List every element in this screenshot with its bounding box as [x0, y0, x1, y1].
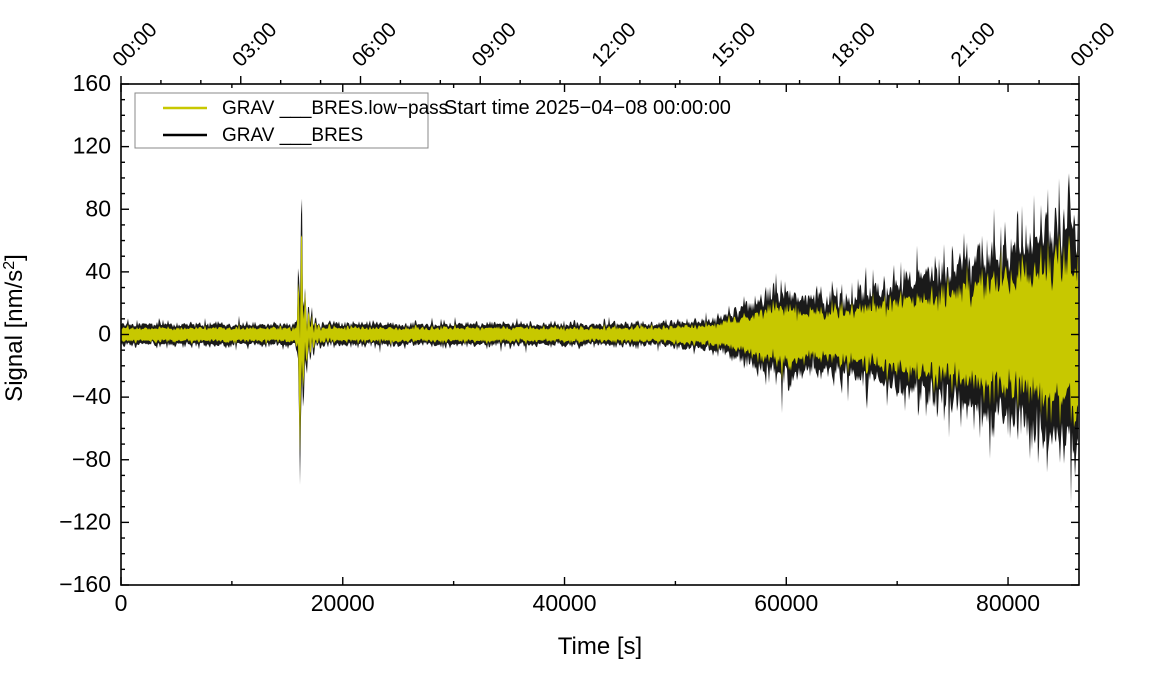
svg-text:120: 120: [73, 133, 111, 159]
svg-text:80000: 80000: [976, 590, 1040, 616]
svg-text:−40: −40: [72, 383, 111, 409]
svg-text:40: 40: [85, 258, 111, 284]
svg-text:−160: −160: [59, 571, 111, 597]
svg-text:GRAV ___BRES: GRAV ___BRES: [222, 125, 363, 146]
svg-text:Time [s]: Time [s]: [558, 633, 642, 660]
svg-text:160: 160: [73, 70, 111, 96]
svg-text:60000: 60000: [754, 590, 818, 616]
svg-text:20000: 20000: [311, 590, 375, 616]
svg-text:−80: −80: [72, 446, 111, 472]
svg-text:Signal [nm/s2]: Signal [nm/s2]: [1, 254, 29, 402]
svg-text:0: 0: [115, 590, 128, 616]
svg-text:0: 0: [98, 321, 111, 347]
svg-text:40000: 40000: [533, 590, 597, 616]
svg-text:−120: −120: [59, 508, 111, 534]
svg-text:Start time 2025−04−08 00:00:00: Start time 2025−04−08 00:00:00: [444, 97, 731, 119]
svg-text:80: 80: [85, 195, 111, 221]
svg-text:GRAV ___BRES.low−pass: GRAV ___BRES.low−pass: [222, 98, 448, 119]
